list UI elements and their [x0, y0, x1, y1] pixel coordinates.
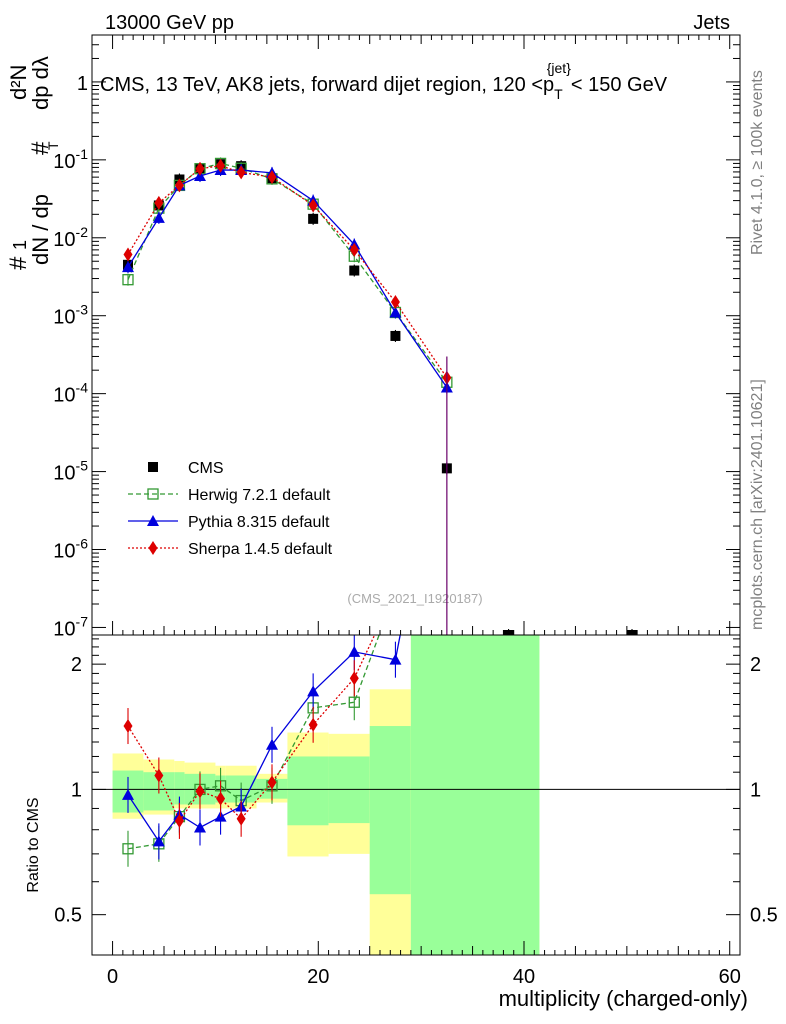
- ratio-y-tick-label: 1: [71, 779, 82, 801]
- sherpa-point: [236, 165, 246, 180]
- y-tick-label: 10-3: [53, 302, 88, 329]
- sherpa-ratio-point: [174, 813, 184, 828]
- sherpa-point: [154, 195, 164, 210]
- sherpa-ratio-point: [267, 775, 277, 790]
- sherpa-point: [123, 247, 133, 262]
- uncertainty-band-green: [287, 756, 329, 826]
- sherpa-point: [174, 178, 184, 193]
- ratio-y-tick-label-right: 1: [750, 779, 761, 801]
- pythia-ratio-point: [389, 653, 402, 665]
- sherpa-ratio-point: [308, 717, 318, 732]
- x-tick-label: 60: [719, 966, 741, 988]
- sherpa-point: [267, 170, 277, 185]
- sherpa-point: [349, 242, 359, 257]
- pythia-ratio-point: [348, 645, 361, 657]
- sherpa-point: [195, 161, 205, 176]
- ratio-y-tick-label: 2: [71, 654, 82, 676]
- x-tick-label: 0: [107, 966, 118, 988]
- y-tick-label: 1: [77, 73, 88, 95]
- legend-herwig-label: Herwig 7.2.1 default: [188, 487, 331, 504]
- legend-sherpa-marker: [148, 541, 158, 555]
- y-tick-label: 10-5: [53, 458, 88, 485]
- uncertainty-band-green: [369, 726, 411, 895]
- svg-text:#: #: [5, 256, 32, 270]
- ratio-y-tick-label: 0.5: [54, 905, 82, 927]
- x-axis-label: multiplicity (charged-only): [499, 986, 748, 1011]
- chart-title: CMS, 13 TeV, AK8 jets, forward dijet reg…: [100, 60, 668, 102]
- herwig-ratio-point: [348, 696, 360, 708]
- ratio-y-tick-label-right: 0.5: [750, 905, 778, 927]
- y-tick-label: 10-6: [53, 536, 88, 563]
- pythia-ratio-point: [152, 835, 165, 847]
- ratio-y-tick-label-right: 2: [750, 654, 761, 676]
- y-tick-label: 10-1: [53, 146, 88, 173]
- legend-herwig-marker: [147, 488, 159, 500]
- mcplots-label: mcplots.cern.ch [arXiv:2401.10621]: [749, 379, 766, 630]
- pythia-ratio-point: [194, 821, 206, 833]
- sherpa-point: [390, 294, 400, 309]
- y-tick-label: 10-2: [53, 224, 88, 251]
- pythia-line: [127, 169, 448, 388]
- pythia-ratio-point: [266, 738, 278, 750]
- y-axis-label-ratio: Ratio to CMS: [25, 797, 42, 892]
- header-right: Jets: [693, 12, 730, 34]
- uncertainty-band-green: [410, 635, 540, 955]
- sherpa-line: [127, 165, 448, 379]
- svg-text:1: 1: [10, 240, 30, 250]
- analysis-id-label: (CMS_2021_I1920187): [347, 591, 482, 606]
- sherpa-ratio-point: [216, 791, 226, 806]
- legend-cms-label: CMS: [188, 460, 224, 477]
- svg-text:dp dλ: dp dλ: [28, 56, 53, 110]
- sherpa-ratio-point: [236, 811, 246, 826]
- svg-text:T: T: [45, 141, 61, 150]
- svg-text:#: #: [27, 141, 54, 155]
- x-tick-label: 40: [513, 966, 535, 988]
- pythia-point: [152, 211, 165, 223]
- cms-point: [390, 330, 401, 341]
- pythia-ratio-point: [307, 685, 320, 697]
- herwig-line: [127, 162, 448, 383]
- rivet-version-label: Rivet 4.1.0, ≥ 100k events: [749, 70, 766, 255]
- sherpa-ratio-point: [349, 671, 359, 686]
- y-axis-label-main: # 1 dN / dp # T d²N dp dλ: [5, 56, 61, 270]
- herwig-point: [122, 274, 134, 286]
- pythia-point: [389, 306, 402, 318]
- sherpa-point: [308, 198, 318, 213]
- sherpa-ratio-point: [154, 768, 164, 783]
- cms-point: [627, 630, 637, 635]
- legend-sherpa-label: Sherpa 1.4.5 default: [188, 541, 333, 558]
- svg-text:d²N: d²N: [6, 65, 31, 100]
- legend-cms-marker: [148, 462, 158, 472]
- sherpa-ratio-point: [123, 719, 133, 734]
- legend-pythia-marker: [147, 515, 159, 526]
- uncertainty-band-green: [174, 772, 185, 805]
- svg-text:dN / dp: dN / dp: [28, 194, 53, 265]
- y-tick-label: 10-4: [53, 380, 88, 407]
- x-tick-label: 20: [307, 966, 329, 988]
- cms-point: [503, 630, 514, 635]
- pythia-ratio-point: [122, 788, 134, 800]
- legend-pythia-label: Pythia 8.315 default: [188, 514, 330, 531]
- cms-point: [349, 265, 360, 276]
- herwig-ratio-point: [122, 843, 134, 855]
- header-left: 13000 GeV pp: [105, 12, 234, 34]
- sherpa-ratio-point: [195, 784, 205, 799]
- ratio-plot-frame: [91, 634, 741, 956]
- cms-point: [308, 213, 319, 224]
- sherpa-point: [216, 158, 226, 173]
- pythia-point: [122, 261, 134, 273]
- y-tick-label: 10-7: [53, 613, 88, 640]
